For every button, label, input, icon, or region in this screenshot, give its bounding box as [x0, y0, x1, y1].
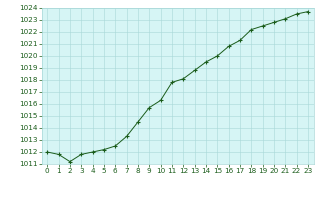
Text: Graphe pression niveau de la mer (hPa): Graphe pression niveau de la mer (hPa)	[58, 182, 262, 192]
